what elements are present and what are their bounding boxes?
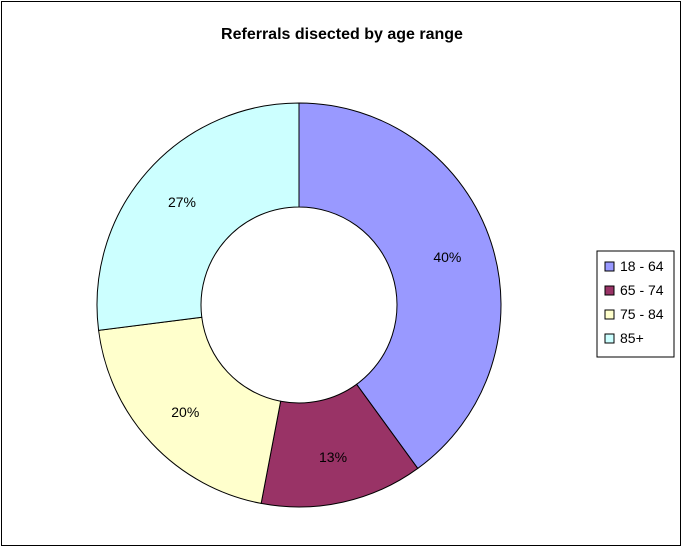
legend-swatch [604,261,615,272]
percent-label: 20% [171,404,199,420]
legend-swatch [604,309,615,320]
chart-title: Referrals disected by age range [221,26,463,43]
legend-swatch [604,333,615,344]
slices-group [96,102,502,508]
slice-18-64 [298,102,502,470]
percent-label: 27% [168,194,196,210]
slice-85 [96,102,300,331]
legend-label: 65 - 74 [620,282,664,298]
legend-label: 18 - 64 [620,258,664,274]
legend: 18 - 64 65 - 74 75 - 84 85+ [596,250,675,358]
percent-label: 40% [433,249,461,265]
percent-label: 13% [319,449,347,465]
legend-label: 85+ [620,330,644,346]
legend-swatch [604,285,615,296]
slice-75-84 [98,316,282,505]
legend-label: 75 - 84 [620,306,664,322]
percent-labels-group: 40% 13% 20% 27% [168,194,461,465]
